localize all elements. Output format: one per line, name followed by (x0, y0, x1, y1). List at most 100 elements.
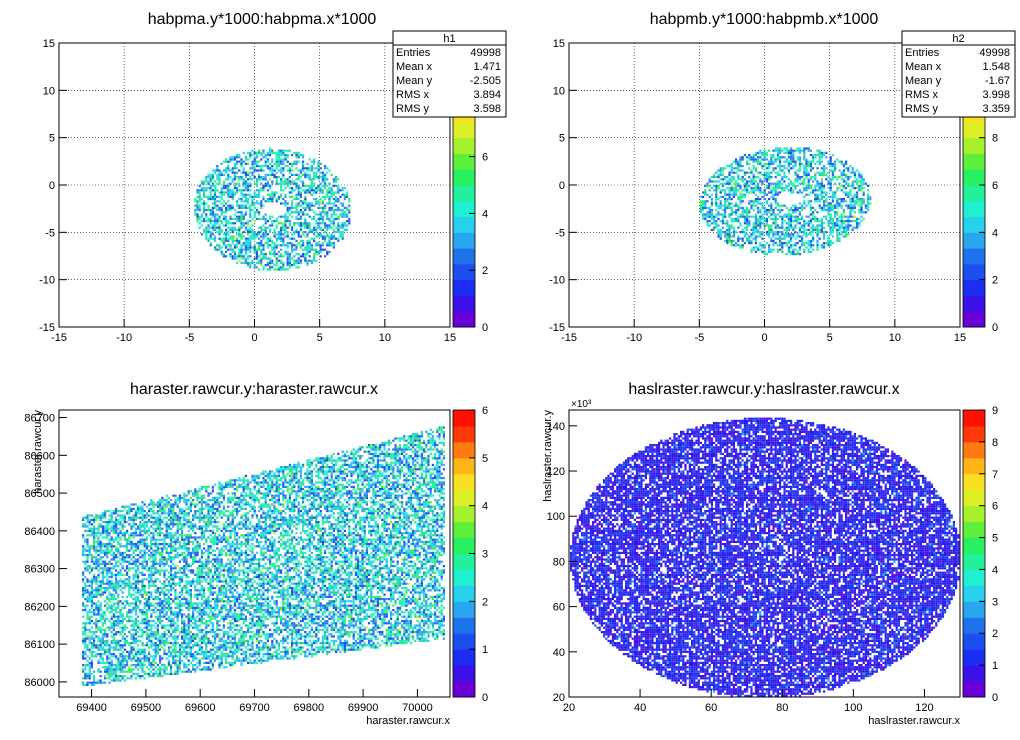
stats-value: 3.998 (982, 89, 1010, 101)
heatmap-cell (271, 198, 273, 200)
heatmap-cell (783, 242, 785, 244)
heatmap-cell (847, 207, 849, 209)
heatmap-cell (267, 227, 269, 229)
heatmap-cell (858, 209, 860, 211)
heatmap-cell (267, 233, 269, 235)
heatmap-cell (223, 194, 225, 196)
heatmap-cell (245, 158, 247, 160)
heatmap-cell (331, 189, 333, 191)
heatmap-cell (221, 187, 223, 189)
heatmap-cell (761, 231, 763, 233)
heatmap-cell (240, 495, 242, 497)
heatmap-cell (715, 180, 717, 182)
heatmap-cell (711, 202, 713, 204)
heatmap-cell (304, 174, 306, 176)
heatmap-cell (243, 216, 245, 218)
heatmap-cell (443, 468, 445, 470)
heatmap-cell (276, 477, 278, 479)
heatmap-cell (816, 167, 818, 169)
heatmap-cell (214, 185, 216, 187)
heatmap-cell (339, 216, 341, 218)
stats-box: h1Entries 49998Mean x 1.471Mean y -2.505RMS… (393, 31, 506, 117)
heatmap-cell (225, 216, 227, 218)
heatmap-cell (427, 481, 429, 483)
heatmap-cell (737, 209, 739, 211)
heatmap-cell (240, 222, 242, 224)
heatmap-cell (284, 202, 286, 204)
heatmap-cell (251, 262, 253, 264)
heatmap-cell (298, 481, 300, 483)
heatmap-cell (430, 446, 432, 448)
heatmap-cell (245, 205, 247, 207)
heatmap-cell (298, 156, 300, 158)
heatmap-cell (322, 191, 324, 193)
heatmap-cell (276, 470, 278, 472)
heatmap-cell (227, 187, 229, 189)
heatmap-cell (315, 457, 317, 459)
heatmap-cell (427, 462, 429, 464)
heatmap-cell (814, 178, 816, 180)
heatmap-cell (249, 495, 251, 497)
heatmap-cell (295, 495, 297, 497)
heatmap-cell (412, 477, 414, 479)
heatmap-cell (342, 477, 344, 479)
heatmap-cell (715, 205, 717, 207)
heatmap-cell (258, 191, 260, 193)
heatmap-cell (273, 163, 275, 165)
heatmap-cell (392, 475, 394, 477)
heatmap-cell (229, 249, 231, 251)
heatmap-cell (836, 205, 838, 207)
heatmap-cell (210, 238, 212, 240)
heatmap-cell (293, 180, 295, 182)
heatmap-cell (304, 202, 306, 204)
heatmap-cell (221, 486, 223, 488)
heatmap-cell (397, 448, 399, 450)
heatmap-cell (227, 191, 229, 193)
heatmap-cell (207, 227, 209, 229)
heatmap-cell (805, 185, 807, 187)
heatmap-cell (172, 495, 174, 497)
heatmap-cell (443, 455, 445, 457)
heatmap-cell (737, 198, 739, 200)
heatmap-cell (232, 499, 234, 501)
heatmap-cell (390, 486, 392, 488)
heatmap-cell (379, 459, 381, 461)
heatmap-cell (761, 205, 763, 207)
heatmap-cell (249, 207, 251, 209)
heatmap-cell (335, 492, 337, 494)
heatmap-cell (322, 488, 324, 490)
heatmap-cell (388, 497, 390, 499)
heatmap-cell (322, 490, 324, 492)
heatmap-cell (860, 187, 862, 189)
heatmap-cell (335, 462, 337, 464)
heatmap-cell (412, 457, 414, 459)
heatmap-cell (405, 440, 407, 442)
heatmap-cell (799, 249, 801, 251)
heatmap-cell (229, 189, 231, 191)
heatmap-cell (792, 220, 794, 222)
heatmap-cell (843, 211, 845, 213)
heatmap-cell (759, 202, 761, 204)
heatmap-cell (436, 448, 438, 450)
heatmap-cell (293, 211, 295, 213)
heatmap-cell (243, 194, 245, 196)
heatmap-cell (803, 169, 805, 171)
heatmap-cell (337, 209, 339, 211)
heatmap-cell (370, 475, 372, 477)
heatmap-cell (289, 220, 291, 222)
heatmap-cell (324, 470, 326, 472)
heatmap-cell (845, 194, 847, 196)
heatmap-cell (381, 492, 383, 494)
heatmap-cell (240, 163, 242, 165)
heatmap-cell (832, 200, 834, 202)
heatmap-cell (212, 238, 214, 240)
heatmap-cell (408, 475, 410, 477)
heatmap-cell (183, 492, 185, 494)
heatmap-cell (236, 172, 238, 174)
heatmap-cell (814, 174, 816, 176)
heatmap-cell (289, 196, 291, 198)
heatmap-cell (764, 178, 766, 180)
heatmap-cell (258, 255, 260, 257)
heatmap-cell (366, 477, 368, 479)
heatmap-cell (438, 435, 440, 437)
